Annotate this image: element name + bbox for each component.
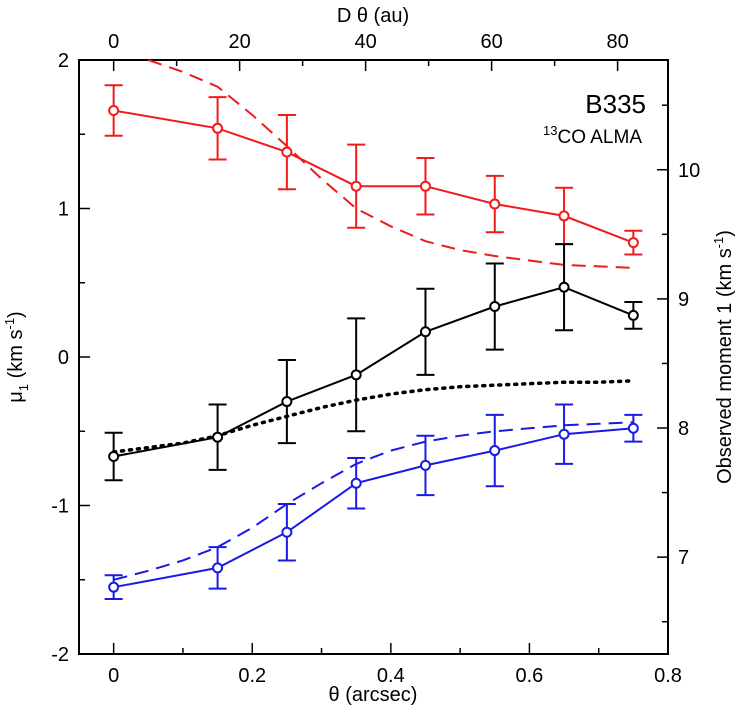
series-line-red	[113, 109, 634, 244]
right-tick-label: 8	[678, 418, 689, 440]
data-point-black	[419, 326, 431, 338]
top-tick-label: 60	[480, 31, 502, 53]
subtitle-text: CO ALMA	[558, 127, 643, 148]
data-point-blue	[350, 477, 362, 489]
right-tick-label: 10	[678, 160, 700, 182]
data-point-black	[489, 301, 501, 313]
data-point-red	[108, 104, 120, 116]
y-label-units-superscript: -1	[2, 318, 17, 330]
series-line-black	[113, 286, 634, 458]
x-axis-label: θ (arcsec)	[329, 684, 418, 706]
y2-label-superscript: -1	[711, 237, 726, 249]
model-curves	[111, 59, 636, 581]
data-point-black	[281, 396, 293, 408]
y-label-subscript: 1	[16, 384, 31, 391]
x-axis-ticks: 0 0.2 0.4 0.6 0.8	[108, 643, 682, 687]
right-tick-label: 7	[678, 547, 689, 569]
y2-label-text: Observed moment 1 (km s	[714, 248, 736, 484]
y-axis-label: μ1 (km s-1)	[2, 311, 31, 402]
y-tick-label: 1	[58, 199, 69, 221]
data-point-blue	[558, 428, 570, 440]
top-tick-label: 40	[355, 31, 377, 53]
top-axis-ticks: 0 20 40 60 80	[108, 31, 629, 71]
x-tick-label: 0.6	[516, 665, 544, 687]
chart-subtitle: 13CO ALMA	[543, 123, 642, 148]
data-point-blue	[281, 526, 293, 538]
right-axis-label: Observed moment 1 (km s-1)	[711, 230, 736, 484]
right-axis-ticks: 7 8 9 10	[657, 104, 700, 623]
data-point-blue	[212, 562, 224, 574]
data-point-black	[627, 309, 639, 321]
data-point-red	[489, 198, 501, 210]
data-point-black	[558, 281, 570, 293]
data-point-blue	[108, 581, 120, 593]
top-tick-label: 20	[229, 31, 251, 53]
x-tick-label: 0.8	[654, 665, 682, 687]
data-point-red	[558, 210, 570, 222]
data-point-blue	[419, 459, 431, 471]
chart-title: B335	[585, 89, 646, 119]
y-label-mu: μ	[5, 391, 27, 403]
top-tick-label: 80	[606, 31, 628, 53]
model-line-red	[147, 59, 634, 269]
data-point-red	[212, 122, 224, 134]
subtitle-superscript: 13	[543, 123, 557, 138]
x-tick-label: 0.2	[238, 665, 266, 687]
x-tick-label: 0.4	[377, 665, 405, 687]
y-tick-label: -2	[51, 644, 69, 666]
data-point-red	[627, 237, 639, 249]
right-tick-label: 9	[678, 289, 689, 311]
data-point-red	[281, 146, 293, 158]
y-label-units: (km s	[5, 330, 27, 384]
y-tick-label: 2	[58, 50, 69, 72]
data-point-black	[108, 450, 120, 462]
top-axis-label: D θ (au)	[337, 5, 409, 27]
data-point-black	[212, 431, 224, 443]
x-tick-label: 0	[108, 665, 119, 687]
series-line-blue	[113, 427, 634, 589]
data-point-red	[350, 180, 362, 192]
model-line-black	[111, 379, 636, 454]
data-point-red	[419, 180, 431, 192]
data-point-blue	[489, 445, 501, 457]
y-axis-ticks: -2 -1 0 1 2	[51, 50, 90, 666]
y-tick-label: 0	[58, 347, 69, 369]
top-tick-label: 0	[108, 31, 119, 53]
y2-label-close: )	[714, 230, 736, 237]
y-tick-label: -1	[51, 496, 69, 518]
observed-series	[104, 84, 643, 601]
data-point-blue	[627, 422, 639, 434]
data-point-black	[350, 369, 362, 381]
model-line-blue	[113, 421, 634, 581]
y-label-close: )	[5, 311, 27, 318]
